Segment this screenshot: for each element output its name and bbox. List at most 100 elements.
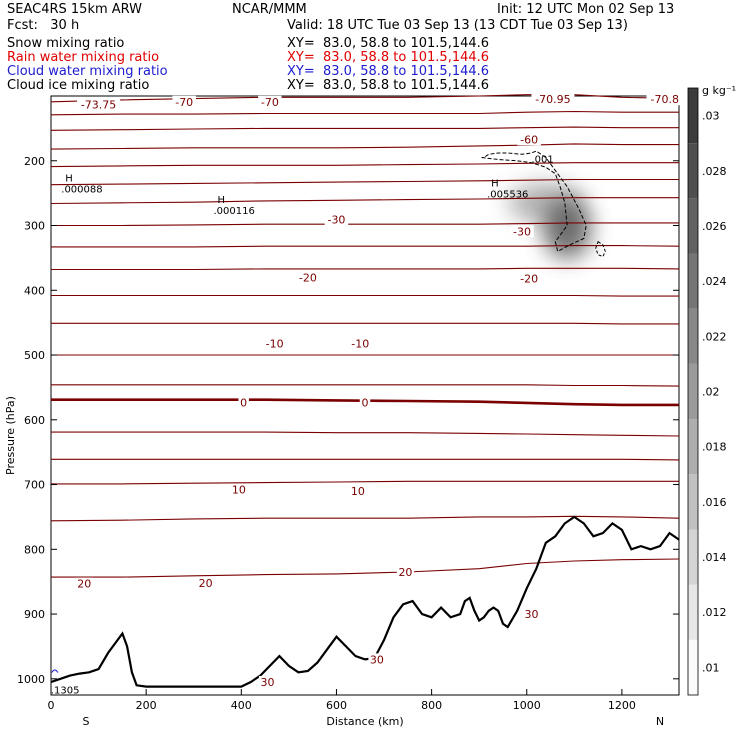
contour-label-5: -60 — [520, 133, 538, 146]
contour-label-bg-4 — [646, 93, 683, 106]
temperature-contour-10 — [51, 294, 679, 297]
contour-label-12: 0 — [240, 396, 247, 409]
temperature-contour-16 — [51, 458, 680, 461]
colorbar-tick-label-6: .022 — [702, 330, 727, 343]
org-title: NCAR/MMM — [232, 2, 307, 17]
field-xy-snow: XY= 83.0, 58.8 to 101.5,144.6 — [287, 36, 490, 51]
temperature-contour-5 — [50, 178, 679, 186]
temperature-contour-7 — [51, 222, 679, 227]
contour-label-13: 0 — [362, 396, 369, 409]
contour-label-1: -70 — [175, 96, 193, 109]
contour-label-bg-7 — [510, 225, 534, 238]
extremum-marker-1: H — [218, 195, 226, 206]
y-axis-title: Pressure (hPa) — [4, 396, 17, 475]
y-tick-label-8: 1000 — [17, 673, 45, 686]
model-title: SEAC4RS 15km ARW — [7, 2, 143, 17]
colorbar-tick-label-2: .014 — [702, 551, 727, 564]
terrain-line — [50, 515, 680, 688]
field-name-cloud-water: Cloud water mixing ratio — [7, 64, 168, 79]
contour-label-3: -70.95 — [535, 93, 570, 106]
extremum-value-0: .000088 — [61, 184, 102, 195]
colorbar-tick-label-7: .024 — [702, 275, 727, 288]
temperature-contour-2 — [50, 126, 679, 131]
contour-label-21: 30 — [260, 676, 274, 689]
contour-label-bg-1 — [172, 95, 196, 108]
contour-label-6: -30 — [327, 214, 345, 227]
contour-label-bg-19 — [523, 608, 541, 621]
cloud-water-arc-0 — [51, 669, 59, 673]
forecast-hour: Fcst: 30 h — [7, 18, 80, 33]
contour-label-bg-0 — [77, 98, 121, 111]
contour-label-bg-12 — [238, 396, 249, 409]
contour-label-bg-17 — [197, 576, 215, 589]
colorbar-tick-label-4: .018 — [702, 441, 727, 454]
mixing-ratio-shade-core — [543, 198, 592, 259]
colorbar-swatch-3 — [688, 474, 698, 530]
contour-label-19: 30 — [525, 608, 539, 621]
x-tick-label-2: 400 — [231, 699, 252, 712]
colorbar-tick-label-10: .03 — [702, 110, 720, 123]
temperature-contour-13 — [51, 384, 680, 387]
contour-label-8: -20 — [299, 271, 317, 284]
contour-label-bg-9 — [517, 272, 541, 285]
extremum-marker-2: H — [491, 179, 499, 190]
contour-label-7: -30 — [513, 225, 531, 238]
contour-label-bg-15 — [349, 485, 367, 498]
contour-label-0: -73.75 — [81, 98, 116, 111]
colorbar-frame — [687, 87, 699, 696]
x-end-label-south: S — [83, 715, 90, 728]
contour-label-2: -70 — [261, 96, 279, 109]
contour-label-16: 20 — [77, 578, 91, 591]
contour-label-bg-5 — [517, 133, 541, 146]
temperature-contour-18 — [50, 515, 680, 522]
colorbar-tick-label-8: .026 — [702, 220, 727, 233]
temperature-contour-0 — [50, 94, 680, 103]
temperature-contour-17 — [51, 480, 679, 485]
snow-contour — [481, 150, 587, 253]
colorbar-swatch-5 — [688, 363, 698, 420]
temperature-contour-11 — [51, 322, 679, 325]
y-tick-label-1: 300 — [24, 220, 45, 233]
contour-label-bg-18 — [396, 565, 414, 578]
y-tick-label-3: 500 — [24, 349, 45, 362]
extremum-value-1: .000116 — [214, 206, 255, 217]
temperature-contour-14 — [51, 398, 679, 407]
contour-label-bg-6 — [324, 213, 349, 226]
field-name-snow: Snow mixing ratio — [7, 36, 125, 51]
temperature-contour-4 — [50, 162, 679, 168]
colorbar-swatch-0 — [688, 639, 698, 695]
x-tick-label-5: 1000 — [513, 699, 541, 712]
field-name-rain: Rain water mixing ratio — [7, 50, 160, 65]
contour-label-15: 10 — [351, 485, 365, 498]
field-xy-cloud-water: XY= 83.0, 58.8 to 101.5,144.6 — [287, 64, 490, 79]
colorbar-swatch-4 — [688, 419, 698, 475]
contour-label-11: -10 — [351, 337, 369, 350]
contour-label-bg-2 — [258, 95, 282, 108]
x-axis-title: Distance (km) — [326, 715, 403, 728]
colorbar-tick-label-1: .012 — [702, 606, 727, 619]
temperature-contour-9 — [51, 267, 680, 271]
contour-label-18: 20 — [398, 566, 412, 579]
temperature-contour-1 — [50, 110, 679, 116]
colorbar-tick-label-5: .02 — [702, 386, 720, 399]
contour-label-20: 30 — [370, 653, 384, 666]
contour-label-bg-20 — [368, 653, 386, 666]
y-tick-label-6: 800 — [24, 543, 45, 556]
colorbar-unit: g kg⁻¹ — [702, 84, 736, 97]
colorbar-tick-label-3: .016 — [702, 496, 727, 509]
temperature-contour-6 — [50, 197, 679, 205]
snow-contour-small — [595, 240, 606, 258]
colorbar-tick-label-0: .01 — [702, 661, 720, 674]
contour-label-bg-13 — [359, 396, 371, 409]
extremum-marker-0: H — [65, 173, 73, 184]
contour-label-17: 20 — [199, 577, 213, 590]
x-tick-label-6: 1200 — [608, 699, 636, 712]
colorbar-swatch-8 — [688, 198, 698, 254]
field-xy-cloud-ice: XY= 83.0, 58.8 to 101.5,144.6 — [287, 78, 490, 93]
temperature-contour-8 — [51, 245, 680, 248]
contour-label-10: -10 — [266, 337, 284, 350]
x-tick-label-1: 200 — [136, 699, 157, 712]
y-tick-label-5: 700 — [24, 479, 45, 492]
y-tick-label-2: 400 — [24, 284, 45, 297]
